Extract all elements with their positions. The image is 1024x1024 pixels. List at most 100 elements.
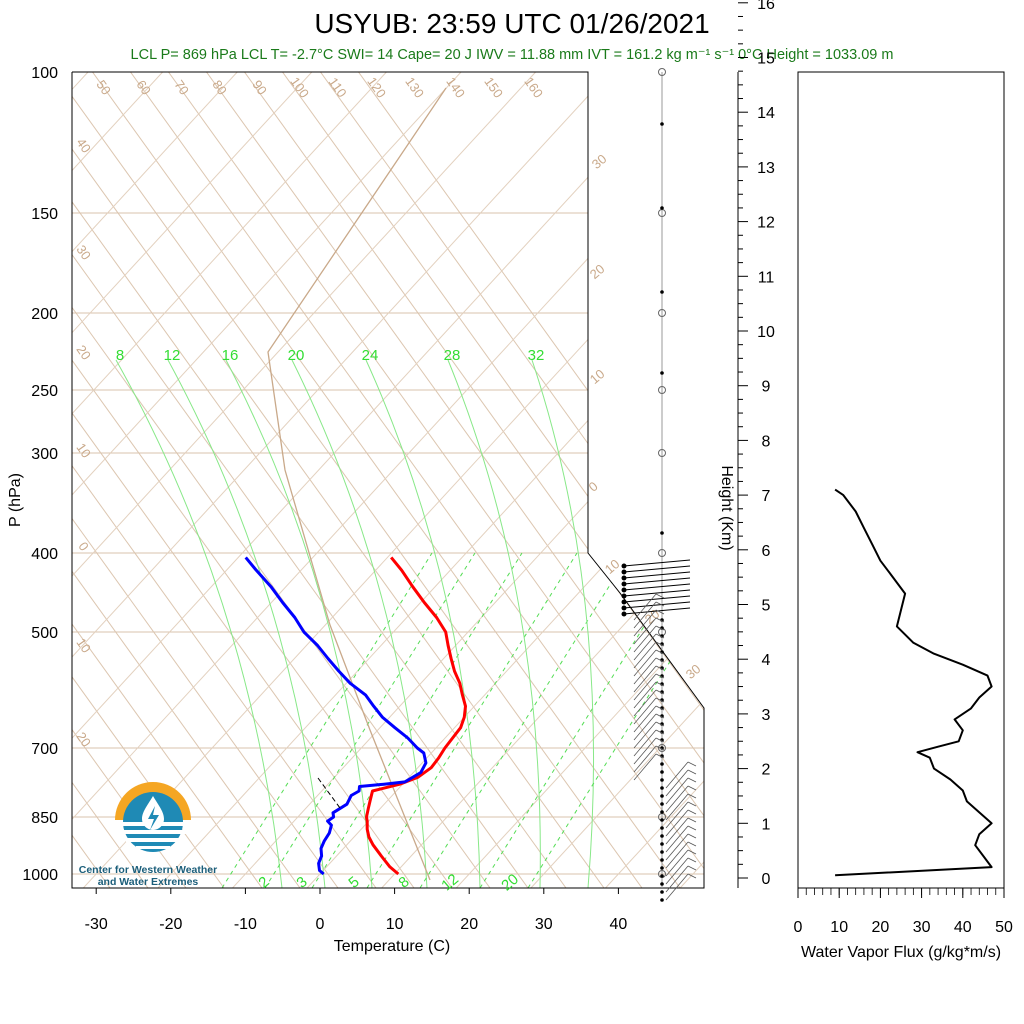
wind-barb-flag [655,665,665,671]
wind-barb-flag [655,681,665,687]
wind-barb [623,559,691,567]
moist-adiabat-line [291,359,428,888]
lcl-dashed-line [317,777,341,809]
pressure-tick-label: 200 [31,306,58,323]
wind-barb-flag [655,697,665,703]
flux-axis-title: Water Vapor Flux (g/kg*m/s) [801,944,1001,961]
y-axis-title: P (hPa) [7,473,24,527]
wind-barb-flag [655,609,665,615]
pressure-tick-label: 700 [31,741,58,758]
dry-adiabat-line [72,72,491,888]
wind-barb-dot [621,587,627,593]
wind-barb [665,817,689,845]
wind-barb-dot [621,605,627,611]
wind-barb [633,673,657,701]
wind-barb-flag [687,817,697,823]
dry-adiabat-label: 30 [589,151,610,172]
wind-level-dot [660,882,664,886]
logo-text-line-1: Center for Western Weather [78,864,218,876]
wind-barb-flag [655,657,665,663]
mixing-ratio-label: 5 [345,873,362,891]
mixing-ratio-line [366,552,578,888]
wind-barb-flag [655,593,665,599]
isotherm-label: 10 [73,635,94,655]
wind-barb-dot [621,575,627,581]
isotherm-line [306,72,704,888]
wind-barb-dot [621,599,627,605]
height-tick-label: 5 [762,598,771,615]
flux-tick-label: 30 [913,919,931,936]
temperature-tick-label: 20 [460,916,478,933]
skew-t-profiles [244,556,467,876]
wind-level-dot [660,874,664,878]
pressure-tick-label: 1000 [22,867,58,884]
isotherm-label: 0 [75,539,91,554]
wind-barb [665,849,689,877]
height-tick-label: 7 [762,488,771,505]
wind-level-dot [660,531,664,535]
temperature-tick-label: -20 [159,916,182,933]
mixing-ratio-label: 20 [288,347,305,364]
wind-barb [665,801,689,829]
wind-barb-flag [655,745,665,751]
isotherm-line [157,72,704,888]
flux-tick-label: 40 [954,919,972,936]
wind-barb [665,769,689,797]
isotherm-label: 90 [249,77,270,97]
logo-text-line-2: and Water Extremes [97,876,199,888]
height-tick-label: 6 [762,543,771,560]
wind-barb [665,833,689,861]
mixing-ratio-line [264,552,476,888]
wind-barb [633,705,657,733]
isotherm-label: 100 [287,74,312,100]
pressure-tick-label: 100 [31,65,58,82]
skew-t-grid [72,72,1024,888]
dry-adiabat-line [320,72,704,888]
wind-level-dot [660,786,664,790]
wind-barb-flag [655,649,665,655]
water-vapor-flux-line [834,488,993,877]
moist-adiabat-line [531,359,594,888]
parcel-path [267,87,447,881]
wind-barb [633,721,657,749]
isotherm-line [82,72,704,888]
moist-adiabat-line [225,359,373,888]
wind-barb [623,565,691,573]
wind-barb [665,857,689,885]
wind-barb-flag [687,809,697,815]
isotherm-label: 130 [402,74,427,100]
wind-barb [665,761,689,789]
flux-tick-label: 10 [830,919,848,936]
mixing-ratio-line [419,552,631,888]
height-tick-label: 0 [762,871,771,888]
height-tick-label: 12 [757,215,775,232]
isotherm-line [755,72,1024,888]
moist-adiabat-line [365,359,481,888]
wind-barb [665,865,689,893]
wind-level-dot [660,850,664,854]
wind-level-dot [660,762,664,766]
skew-t-frame [71,71,705,889]
wind-barb [633,593,657,621]
wind-barb [633,745,657,773]
height-tick-label: 11 [758,269,775,286]
dry-adiabat-line [72,72,567,888]
wind-barb-flag [655,673,665,679]
isotherm-label: 120 [364,74,389,100]
wind-barb [633,689,657,717]
wind-barb-flag [687,841,697,847]
isotherm-line [72,72,313,888]
moist-adiabat-line [167,359,326,888]
dry-adiabat-line [72,72,605,888]
wind-barb [623,601,691,609]
wind-level-dot [660,290,664,294]
wind-level-circle [658,744,666,752]
pressure-tick-label: 300 [31,446,58,463]
isotherm-label: 60 [133,77,154,97]
dry-adiabat-line [72,72,263,888]
wind-level-dot [660,122,664,126]
wind-barb-flag [655,641,665,647]
wind-barb-flag [687,833,697,839]
